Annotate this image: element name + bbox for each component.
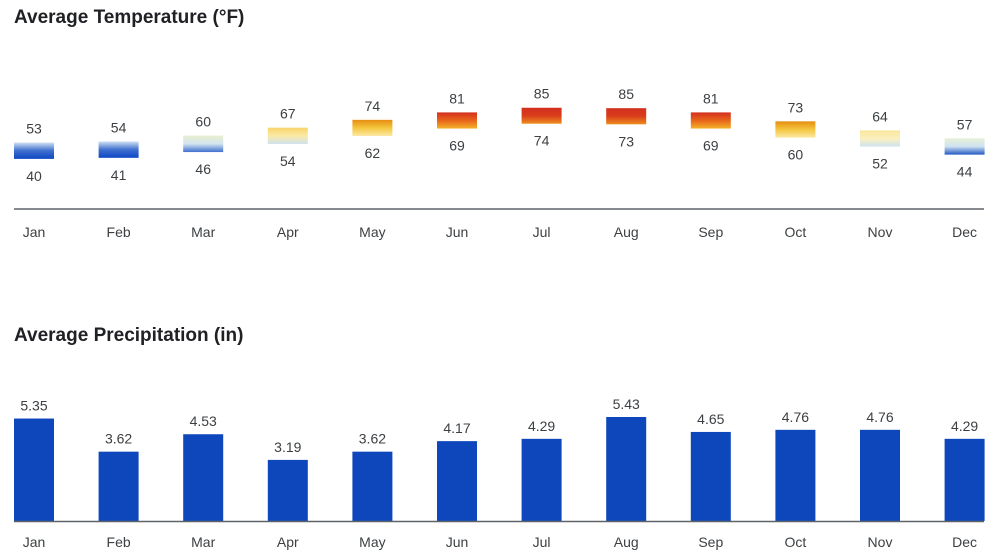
precip-value-label: 3.19	[274, 439, 301, 455]
temp-high-label: 85	[534, 86, 550, 102]
precip-month-label: Jan	[23, 534, 46, 550]
temp-low-label: 46	[195, 161, 211, 177]
precip-bar	[944, 438, 985, 521]
temp-month-label: Aug	[614, 224, 639, 240]
temp-range-bar	[352, 119, 393, 136]
precip-month-label: Dec	[952, 534, 977, 550]
precip-value-label: 4.29	[528, 418, 555, 434]
precip-bar	[860, 429, 900, 521]
temp-month-label: Oct	[785, 224, 807, 240]
temp-low-label: 69	[449, 138, 465, 154]
temp-low-label: 41	[111, 167, 127, 183]
precip-bar	[521, 438, 562, 521]
precip-bar	[352, 451, 393, 521]
temp-month-label: Jul	[533, 224, 551, 240]
precip-bar	[183, 434, 224, 521]
precip-value-label: 4.65	[697, 411, 724, 427]
temp-high-label: 81	[703, 90, 719, 106]
temp-month-label: Jun	[446, 224, 469, 240]
precip-month-label: Jul	[533, 534, 551, 550]
temp-range-bar	[267, 127, 308, 145]
temp-month-label: Sep	[698, 224, 723, 240]
precip-bar	[690, 431, 731, 521]
precip-bar	[98, 451, 139, 521]
temp-low-label: 54	[280, 153, 296, 169]
precip-bar	[267, 459, 308, 521]
temp-month-label: Apr	[277, 224, 299, 240]
precip-month-label: May	[359, 534, 385, 550]
precip-month-label: Oct	[785, 534, 807, 550]
precip-value-label: 3.62	[359, 431, 386, 447]
temp-range-bar	[944, 138, 985, 155]
temp-range-bar	[775, 121, 816, 138]
precip-value-label: 4.53	[190, 413, 217, 429]
temp-high-label: 53	[26, 121, 42, 137]
temp-range-bar	[860, 130, 900, 147]
temperature-chart-title: Average Temperature (°F)	[14, 7, 245, 28]
temp-low-label: 44	[957, 164, 973, 180]
precip-month-label: Feb	[107, 534, 131, 550]
precip-bar	[606, 417, 647, 521]
precip-value-label: 4.17	[443, 420, 470, 436]
temp-high-label: 74	[365, 98, 381, 114]
temp-month-label: May	[359, 224, 385, 240]
temp-range-bar	[690, 112, 731, 129]
precip-month-label: Sep	[698, 534, 723, 550]
precip-value-label: 4.76	[866, 409, 893, 425]
precip-bar	[775, 429, 816, 521]
temp-high-label: 81	[449, 90, 465, 106]
temp-low-label: 52	[872, 156, 888, 172]
temp-range-bar	[98, 141, 139, 158]
temp-low-label: 60	[788, 147, 804, 163]
temp-low-label: 40	[26, 168, 42, 184]
temp-high-label: 67	[280, 106, 296, 122]
precip-value-label: 4.76	[782, 409, 809, 425]
precip-value-label: 5.43	[613, 396, 640, 412]
temp-month-label: Dec	[952, 224, 977, 240]
temp-month-label: Jan	[23, 224, 46, 240]
temp-month-label: Nov	[868, 224, 893, 240]
temp-range-bar	[521, 107, 562, 124]
temp-range-bar	[437, 112, 477, 129]
precip-bar	[14, 418, 54, 521]
precip-month-label: Apr	[277, 534, 299, 550]
temp-month-label: Mar	[191, 224, 215, 240]
precip-month-label: Jun	[446, 534, 469, 550]
temp-month-label: Feb	[107, 224, 131, 240]
temp-high-label: 64	[872, 108, 888, 124]
temp-high-label: 60	[195, 114, 211, 130]
temp-low-label: 69	[703, 138, 719, 154]
temp-high-label: 85	[618, 86, 634, 102]
precip-month-label: Nov	[868, 534, 893, 550]
precip-value-label: 3.62	[105, 431, 132, 447]
temp-low-label: 73	[618, 133, 634, 149]
precipitation-chart-title: Average Precipitation (in)	[14, 325, 244, 346]
temp-high-label: 73	[788, 99, 804, 115]
temp-high-label: 54	[111, 119, 127, 135]
temp-range-bar	[183, 135, 224, 153]
temp-range-bar	[606, 108, 647, 125]
temp-high-label: 57	[957, 116, 973, 132]
precip-value-label: 4.29	[951, 418, 978, 434]
temp-low-label: 62	[365, 145, 381, 161]
temp-range-bar	[14, 142, 54, 159]
precip-month-label: Mar	[191, 534, 215, 550]
temperature-chart: 53 40 Jan 54 41 Feb 60 46 Mar 67 54 Apr 74 62 May 81 69 J…	[14, 86, 985, 240]
precip-value-label: 5.35	[20, 398, 47, 414]
temp-low-label: 74	[534, 133, 550, 149]
precip-month-label: Aug	[614, 534, 639, 550]
precip-bar	[437, 441, 477, 521]
